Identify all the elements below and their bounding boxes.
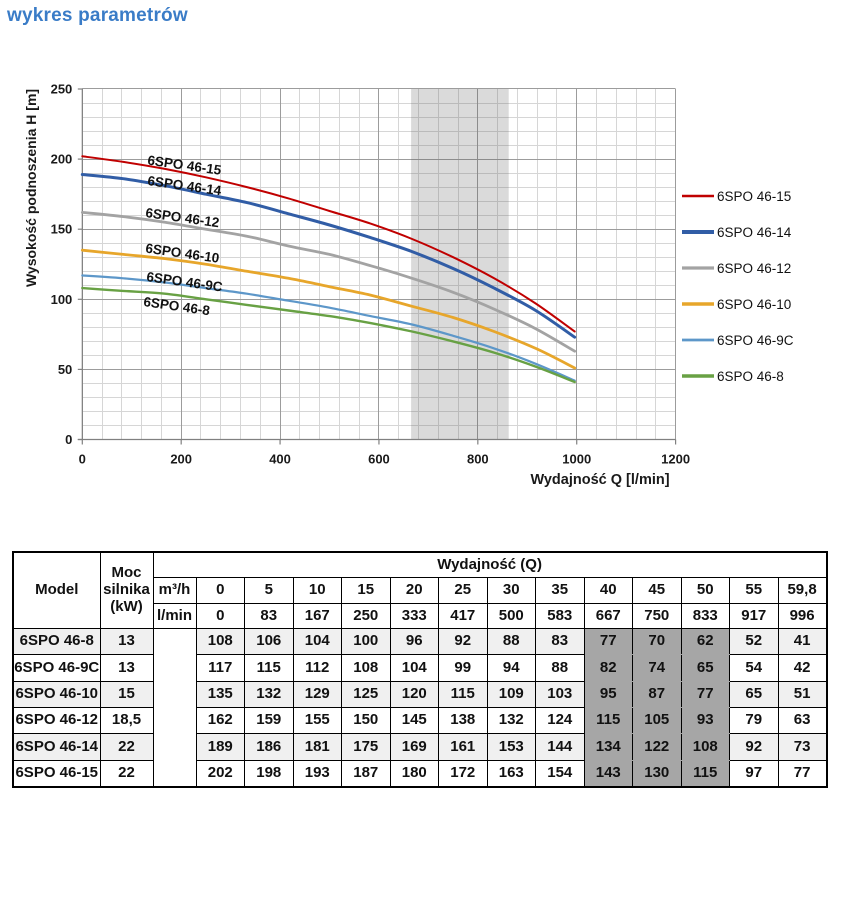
svg-text:6SPO 46-9C: 6SPO 46-9C <box>146 269 224 295</box>
svg-text:0: 0 <box>79 452 86 467</box>
svg-text:6SPO 46-14: 6SPO 46-14 <box>717 225 792 240</box>
svg-text:250: 250 <box>51 82 73 97</box>
svg-text:Wysokość podnoszenia H [m]: Wysokość podnoszenia H [m] <box>23 89 39 287</box>
svg-text:Wydajność Q [l/min]: Wydajność Q [l/min] <box>530 472 669 488</box>
svg-text:200: 200 <box>51 152 73 167</box>
svg-text:0: 0 <box>65 432 72 447</box>
svg-text:1200: 1200 <box>661 452 690 467</box>
svg-text:100: 100 <box>51 292 73 307</box>
svg-text:6SPO 46-10: 6SPO 46-10 <box>717 297 791 312</box>
svg-text:200: 200 <box>170 452 192 467</box>
svg-text:6SPO 46-9C: 6SPO 46-9C <box>717 333 794 348</box>
svg-text:600: 600 <box>368 452 390 467</box>
svg-text:50: 50 <box>58 362 72 377</box>
svg-text:150: 150 <box>51 222 73 237</box>
svg-text:1000: 1000 <box>562 452 591 467</box>
svg-text:400: 400 <box>269 452 291 467</box>
svg-text:6SPO 46-15: 6SPO 46-15 <box>717 189 791 204</box>
svg-text:6SPO 46-12: 6SPO 46-12 <box>717 261 791 276</box>
svg-text:6SPO 46-8: 6SPO 46-8 <box>717 369 784 384</box>
svg-text:6SPO 46-14: 6SPO 46-14 <box>147 173 223 198</box>
svg-text:6SPO 46-12: 6SPO 46-12 <box>145 205 221 230</box>
svg-text:800: 800 <box>467 452 489 467</box>
